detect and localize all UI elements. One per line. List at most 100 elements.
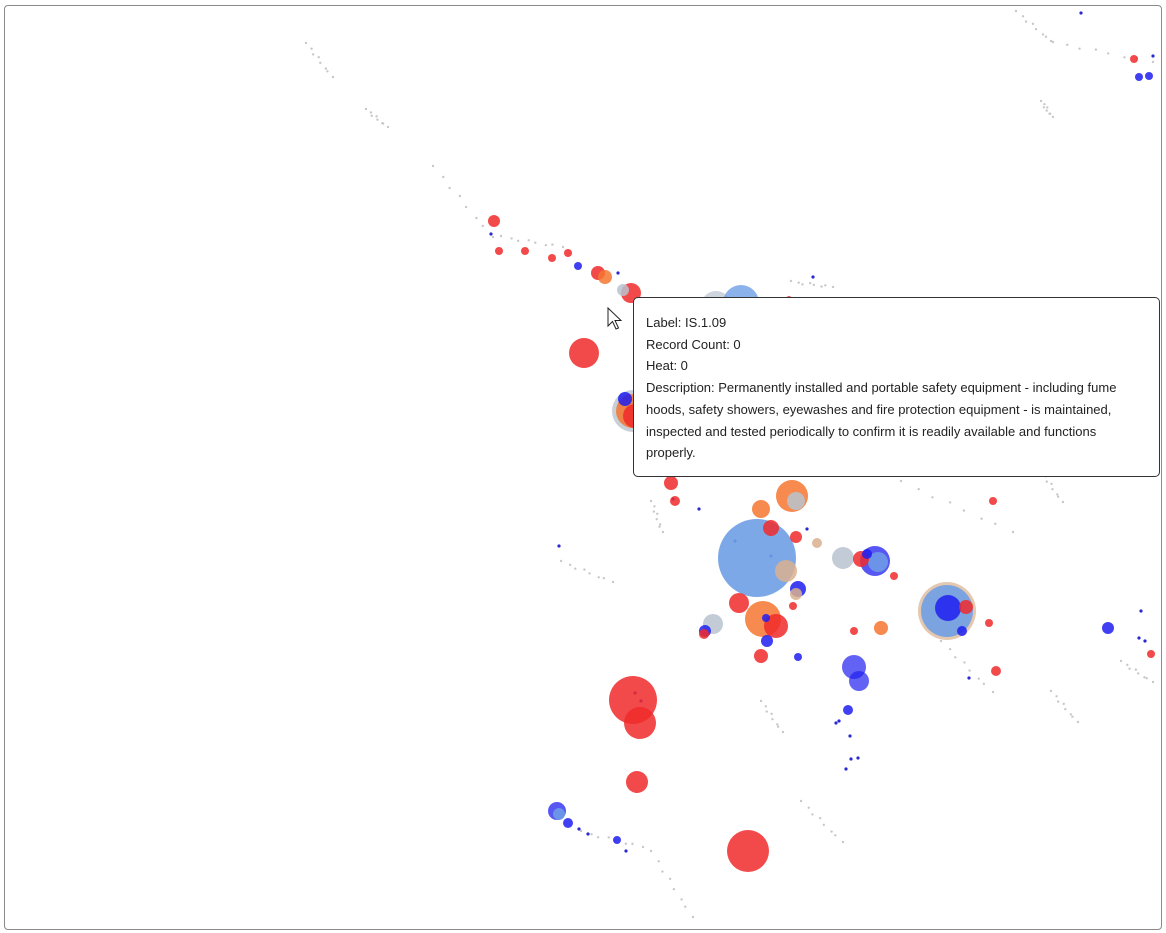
graph-node[interactable] [1055, 695, 1058, 698]
graph-node[interactable] [586, 832, 590, 836]
graph-node[interactable] [655, 517, 658, 521]
graph-node[interactable] [577, 827, 581, 831]
graph-node[interactable] [939, 639, 943, 643]
graph-node[interactable] [824, 284, 827, 287]
graph-node[interactable] [561, 245, 565, 249]
graph-node[interactable] [364, 107, 368, 111]
graph-node[interactable] [948, 647, 952, 651]
graph-node[interactable] [624, 842, 628, 845]
graph-node[interactable] [641, 845, 645, 849]
graph-node[interactable] [963, 661, 966, 664]
graph-node[interactable] [369, 111, 373, 114]
graph-node[interactable] [464, 205, 468, 209]
graph-node[interactable] [849, 757, 853, 761]
graph-node[interactable] [534, 241, 537, 244]
graph-node[interactable] [899, 479, 903, 483]
graph-node[interactable] [319, 61, 322, 65]
graph-node[interactable] [597, 576, 600, 579]
graph-node[interactable] [1061, 500, 1065, 504]
graph-node[interactable] [664, 476, 678, 490]
graph-node[interactable] [1056, 700, 1060, 703]
graph-node[interactable] [617, 284, 629, 296]
graph-node[interactable] [868, 552, 888, 572]
graph-node[interactable] [761, 635, 773, 647]
graph-node[interactable] [1137, 636, 1141, 640]
graph-node[interactable] [381, 122, 385, 125]
graph-node[interactable] [569, 338, 599, 368]
graph-node[interactable] [1134, 668, 1138, 671]
graph-node[interactable] [837, 719, 841, 723]
graph-node[interactable] [1034, 27, 1038, 31]
graph-node[interactable] [1135, 73, 1143, 81]
graph-node[interactable] [656, 512, 659, 516]
graph-node[interactable] [729, 593, 749, 613]
graph-node[interactable] [331, 75, 335, 79]
graph-node[interactable] [874, 621, 888, 635]
graph-node[interactable] [613, 836, 621, 844]
graph-node[interactable] [559, 559, 563, 563]
graph-node[interactable] [801, 283, 804, 286]
graph-node[interactable] [967, 676, 971, 680]
graph-node[interactable] [770, 712, 773, 716]
graph-node[interactable] [1071, 715, 1074, 718]
graph-node[interactable] [661, 870, 664, 873]
graph-node[interactable] [1041, 33, 1045, 36]
graph-node[interactable] [797, 281, 800, 284]
graph-node[interactable] [324, 67, 328, 70]
graph-node[interactable] [775, 560, 797, 582]
graph-node[interactable] [657, 860, 660, 863]
graph-node[interactable] [818, 816, 822, 820]
graph-node[interactable] [568, 563, 572, 567]
graph-node[interactable] [790, 588, 802, 600]
graph-node[interactable] [684, 905, 687, 908]
graph-node[interactable] [563, 818, 573, 828]
graph-node[interactable] [489, 232, 493, 236]
graph-node[interactable] [985, 619, 993, 627]
graph-node[interactable] [626, 771, 648, 793]
graph-node[interactable] [954, 656, 957, 659]
graph-node[interactable] [1147, 650, 1155, 658]
graph-node[interactable] [848, 734, 852, 738]
graph-node[interactable] [764, 705, 768, 708]
graph-node[interactable] [611, 580, 615, 584]
graph-node[interactable] [670, 496, 680, 506]
graph-node[interactable] [326, 70, 329, 73]
graph-node[interactable] [762, 614, 770, 622]
graph-node[interactable] [1151, 60, 1155, 64]
graph-node[interactable] [1145, 72, 1153, 80]
graph-node[interactable] [1079, 11, 1083, 15]
graph-node[interactable] [805, 527, 809, 531]
graph-node[interactable] [1076, 720, 1080, 724]
graph-node[interactable] [980, 517, 983, 520]
graph-node[interactable] [458, 194, 462, 198]
graph-node[interactable] [994, 522, 997, 526]
graph-node[interactable] [574, 567, 577, 570]
graph-node[interactable] [834, 834, 837, 837]
graph-node[interactable] [776, 723, 779, 726]
graph-node[interactable] [1045, 480, 1048, 483]
graph-node[interactable] [1106, 52, 1110, 55]
graph-node[interactable] [311, 53, 315, 56]
graph-node[interactable] [590, 832, 593, 836]
graph-node[interactable] [812, 538, 822, 548]
graph-node[interactable] [1094, 48, 1098, 51]
graph-node[interactable] [991, 666, 1001, 676]
graph-node[interactable] [830, 830, 833, 833]
graph-node[interactable] [1128, 667, 1131, 670]
graph-node[interactable] [668, 877, 672, 881]
graph-node[interactable] [850, 627, 858, 635]
graph-node[interactable] [304, 41, 308, 45]
graph-node[interactable] [658, 523, 662, 526]
graph-node[interactable] [841, 840, 845, 844]
graph-node[interactable] [521, 247, 529, 255]
graph-node[interactable] [763, 520, 779, 536]
graph-node[interactable] [624, 707, 656, 739]
graph-node[interactable] [602, 576, 606, 580]
graph-node[interactable] [495, 247, 503, 255]
graph-node[interactable] [1145, 676, 1148, 680]
graph-node[interactable] [1136, 672, 1140, 675]
graph-node[interactable] [832, 547, 854, 569]
graph-node[interactable] [787, 492, 805, 510]
graph-node[interactable] [386, 125, 390, 129]
graph-node[interactable] [1151, 54, 1155, 58]
